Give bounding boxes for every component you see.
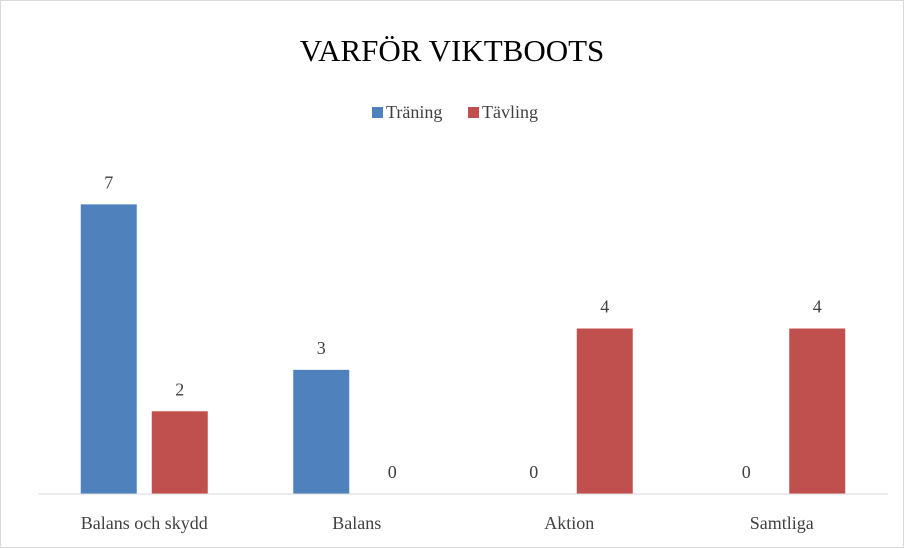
bar [151,411,208,494]
bar [576,328,633,494]
data-label: 4 [813,297,822,317]
data-label: 0 [529,462,538,482]
x-tick-label: Samtliga [750,513,814,533]
data-label: 3 [317,338,326,358]
x-tick-label: Balans [332,513,381,533]
data-label: 2 [175,379,184,399]
data-label: 0 [742,462,751,482]
legend-label: Träning [386,102,442,122]
x-tick-label: Balans och skydd [81,513,208,533]
data-label: 4 [600,297,609,317]
data-label: 0 [388,462,397,482]
bar [80,204,137,494]
x-tick-label: Aktion [544,513,594,533]
legend-label: Tävling [482,102,538,122]
data-label: 7 [104,173,113,193]
chart-title: VARFÖR VIKTBOOTS [300,33,605,68]
legend-swatch [372,107,383,118]
bar [789,328,846,494]
legend-swatch [468,107,479,118]
bar [293,369,350,494]
